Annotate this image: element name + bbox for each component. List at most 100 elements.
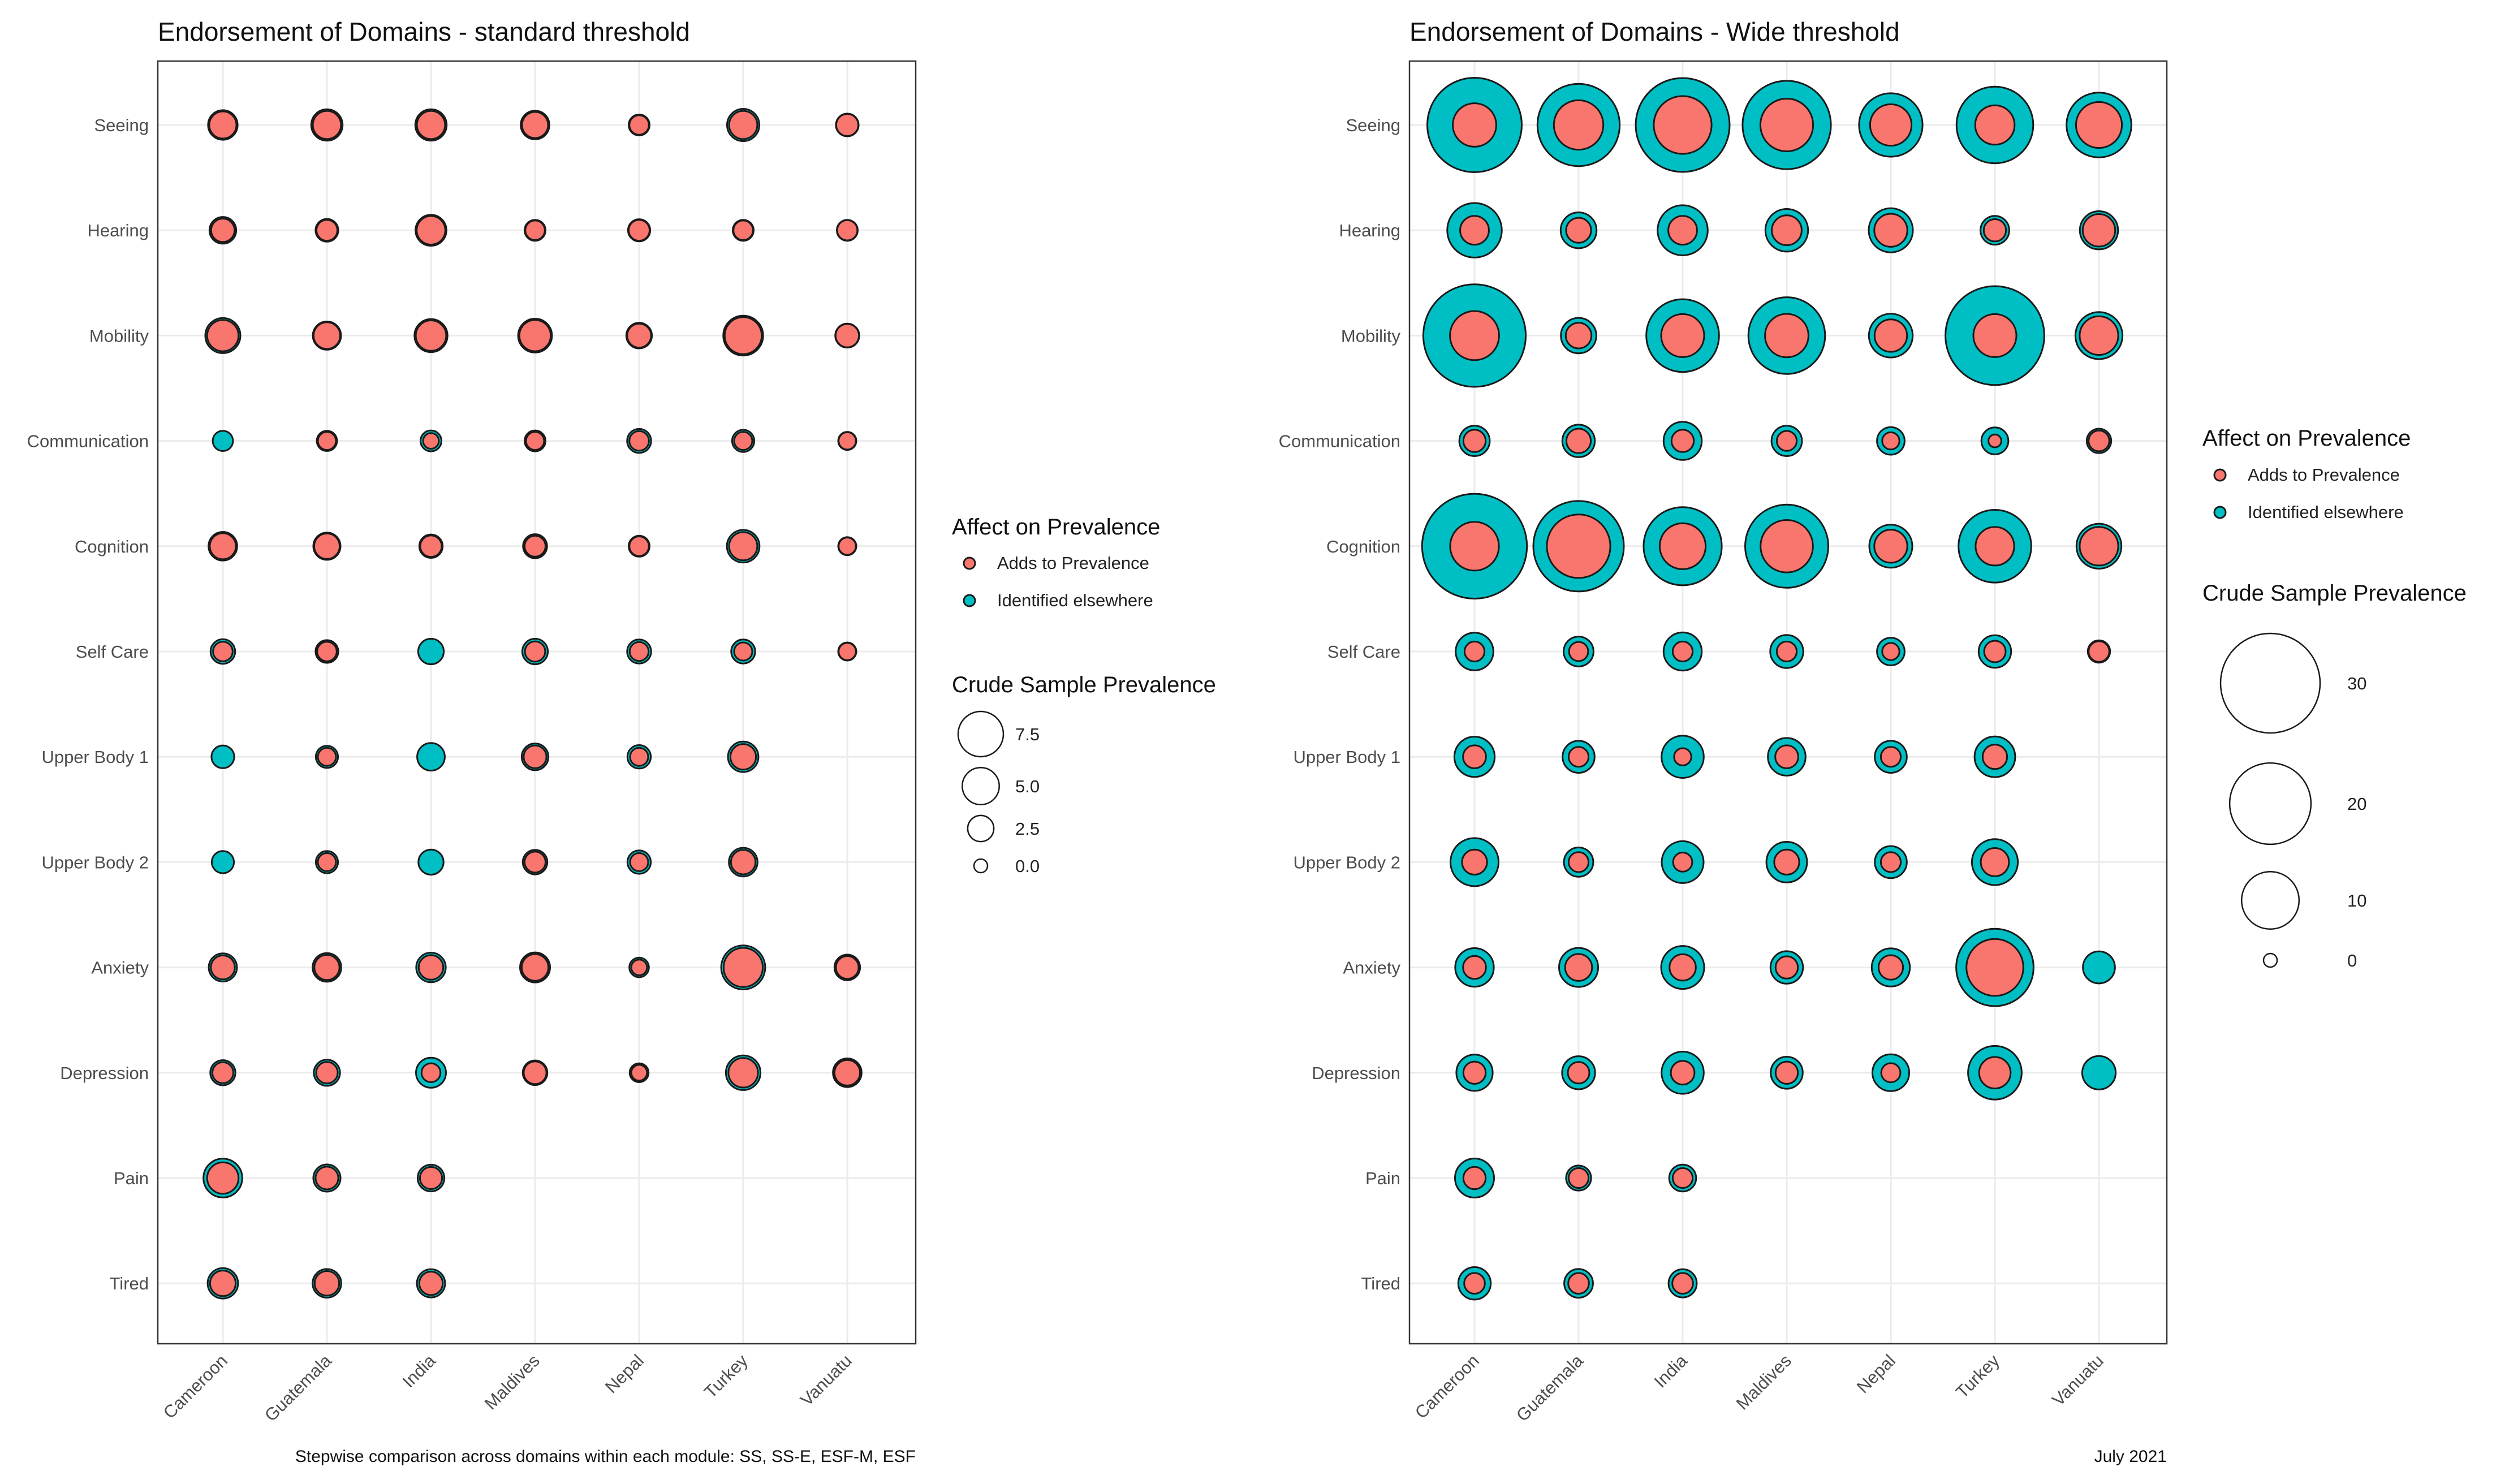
size-key-circle [2228, 762, 2312, 845]
y-tick-label: Seeing [1346, 115, 1400, 135]
bubble-adds-to-prevalence-turkey-cognition [1975, 526, 2015, 567]
y-tick-label: Self Care [76, 642, 149, 662]
bubble-adds-to-prevalence-india-communication [422, 432, 440, 450]
bubble-adds-to-prevalence-turkey-cognition [728, 531, 758, 562]
bubble-adds-to-prevalence-vanuatu-cognition [2079, 526, 2119, 567]
bubble-adds-to-prevalence-india-hearing [416, 215, 446, 246]
bubble-adds-to-prevalence-maldives-depression [523, 1060, 548, 1085]
bubble-adds-to-prevalence-cameroon-anxiety [1462, 955, 1487, 980]
size-legend-title: Crude Sample Prevalence [952, 672, 1216, 697]
bubble-adds-to-prevalence-vanuatu-seeing [835, 113, 860, 137]
bubble-adds-to-prevalence-guatemala-pain [1567, 1167, 1590, 1189]
size-key-label: 0.0 [1015, 856, 1040, 876]
bubble-adds-to-prevalence-india-mobility [1660, 313, 1705, 358]
bubble-adds-to-prevalence-vanuatu-hearing [836, 219, 859, 241]
bubble-adds-to-prevalence-cameroon-self-care [212, 641, 234, 662]
bubble-adds-to-prevalence-nepal-hearing [1873, 213, 1908, 248]
bubble-adds-to-prevalence-maldives-hearing [524, 219, 546, 241]
bubble-adds-to-prevalence-guatemala-hearing [1565, 217, 1592, 244]
bubble-adds-to-prevalence-cameroon-depression [212, 1061, 234, 1084]
bubble-adds-to-prevalence-nepal-upper-body-1 [629, 747, 649, 767]
bubble-identified-elsewhere-cameroon-upper-body-1 [210, 744, 235, 769]
bubble-adds-to-prevalence-india-upper-body-1 [1673, 747, 1692, 766]
bubble-adds-to-prevalence-cameroon-depression [1462, 1060, 1487, 1085]
chart-wide-threshold: Endorsement of Domains - Wide threshold … [1279, 17, 2467, 1425]
y-tick-label: Mobility [89, 326, 149, 346]
bubble-adds-to-prevalence-nepal-self-care [1881, 642, 1900, 661]
bubble-identified-elsewhere-vanuatu-depression [2081, 1055, 2117, 1090]
bubble-adds-to-prevalence-guatemala-cognition [1546, 514, 1611, 579]
bubble-adds-to-prevalence-vanuatu-mobility [834, 323, 860, 348]
bubble-adds-to-prevalence-turkey-anxiety [722, 947, 764, 988]
y-tick-label: Anxiety [91, 958, 149, 978]
bubble-adds-to-prevalence-india-hearing [1667, 215, 1698, 246]
bubble-adds-to-prevalence-nepal-anxiety [630, 959, 648, 976]
bubble-adds-to-prevalence-guatemala-hearing [316, 219, 338, 242]
grid [1409, 61, 2167, 1344]
fill-legend-items: Adds to Prevalence Identified elsewhere [2213, 465, 2404, 522]
caption-date: July 2021 [2094, 1447, 2167, 1466]
bubble-adds-to-prevalence-nepal-anxiety [1877, 954, 1904, 981]
bubble-adds-to-prevalence-vanuatu-communication [838, 431, 857, 451]
y-tick-label: Pain [114, 1168, 149, 1188]
bubble-adds-to-prevalence-india-seeing [1653, 95, 1713, 155]
size-key-label: 0 [2347, 951, 2357, 970]
legend-label-identified-elsewhere: Identified elsewhere [2248, 502, 2404, 522]
y-tick-label: Upper Body 2 [41, 852, 149, 872]
bubble-identified-elsewhere-cameroon-upper-body-2 [210, 850, 235, 874]
bubble-adds-to-prevalence-cameroon-seeing [208, 110, 238, 140]
bubble-adds-to-prevalence-nepal-seeing [1869, 103, 1913, 147]
bubble-adds-to-prevalence-guatemala-mobility [1564, 322, 1593, 350]
fill-legend-title: Affect on Prevalence [952, 515, 1160, 540]
bubble-adds-to-prevalence-guatemala-upper-body-1 [1567, 746, 1590, 768]
y-tick-label: Tired [110, 1274, 149, 1293]
y-axis-labels: Seeing Hearing Mobility Communication Cognit… [1279, 115, 1401, 1293]
y-tick-label: Tired [1361, 1274, 1400, 1293]
y-tick-label: Cognition [75, 537, 149, 556]
bubble-adds-to-prevalence-guatemala-communication [1565, 428, 1592, 454]
bubble-adds-to-prevalence-turkey-mobility [723, 316, 763, 355]
y-tick-label: Communication [1279, 432, 1400, 451]
x-tick-label: Vanuatu [2048, 1351, 2107, 1410]
bubble-adds-to-prevalence-nepal-cognition [1873, 529, 1908, 564]
bubble-adds-to-prevalence-guatemala-tired [1567, 1272, 1590, 1295]
bubble-identified-elsewhere-vanuatu-anxiety [2082, 950, 2116, 985]
bubble-adds-to-prevalence-india-mobility [415, 320, 447, 352]
bubble-adds-to-prevalence-maldives-anxiety [1774, 955, 1799, 980]
x-tick-label: India [399, 1351, 440, 1392]
bubble-adds-to-prevalence-turkey-upper-body-1 [729, 743, 757, 771]
bubble-adds-to-prevalence-turkey-self-care [733, 641, 753, 662]
bubble-adds-to-prevalence-india-tired [418, 1271, 444, 1296]
size-legend-title: Crude Sample Prevalence [2202, 581, 2467, 606]
bubble-adds-to-prevalence-guatemala-upper-body-2 [1567, 851, 1590, 873]
fill-legend-items: Adds to Prevalence Identified elsewhere [963, 553, 1153, 610]
bubble-adds-to-prevalence-turkey-upper-body-1 [1981, 744, 2008, 770]
chart-standard-threshold: Endorsement of Domains - standard thresh… [27, 17, 1216, 1425]
bubble-adds-to-prevalence-guatemala-anxiety [1564, 953, 1593, 982]
bubble-adds-to-prevalence-vanuatu-seeing [2075, 101, 2123, 149]
size-key-circle [957, 710, 1005, 758]
legend-key-adds-to-prevalence [2213, 468, 2227, 482]
size-key-label: 2.5 [1015, 819, 1040, 839]
x-tick-label: Turkey [700, 1351, 752, 1402]
grid [158, 61, 916, 1344]
bubble-adds-to-prevalence-cameroon-upper-body-1 [1462, 744, 1487, 769]
legend: Affect on Prevalence Adds to Prevalence I… [952, 515, 1216, 876]
bubble-adds-to-prevalence-cameroon-tired [1463, 1272, 1486, 1295]
bubble-adds-to-prevalence-india-tired [1671, 1272, 1694, 1295]
bubble-adds-to-prevalence-maldives-self-care [1775, 640, 1798, 663]
bubbles [202, 108, 863, 1300]
x-axis-labels: Cameroon Guatemala India Maldives Nepal Turke… [1411, 1351, 2107, 1426]
bubble-adds-to-prevalence-guatemala-mobility [312, 321, 342, 350]
bubble-adds-to-prevalence-cameroon-tired [209, 1270, 237, 1297]
bubble-identified-elsewhere-india-upper-body-1 [416, 742, 446, 772]
plot-panel [157, 60, 917, 1345]
bubble-adds-to-prevalence-guatemala-upper-body-1 [317, 747, 337, 767]
bubble-adds-to-prevalence-maldives-mobility [1764, 313, 1809, 359]
x-tick-label: Nepal [601, 1351, 648, 1397]
bubble-adds-to-prevalence-guatemala-communication [317, 431, 337, 451]
x-tick-label: Guatemala [1512, 1351, 1588, 1426]
bubble-adds-to-prevalence-maldives-upper-body-2 [1773, 848, 1800, 876]
bubble-adds-to-prevalence-nepal-upper-body-2 [1879, 851, 1902, 873]
legend-label-adds-to-prevalence: Adds to Prevalence [2248, 465, 2400, 485]
